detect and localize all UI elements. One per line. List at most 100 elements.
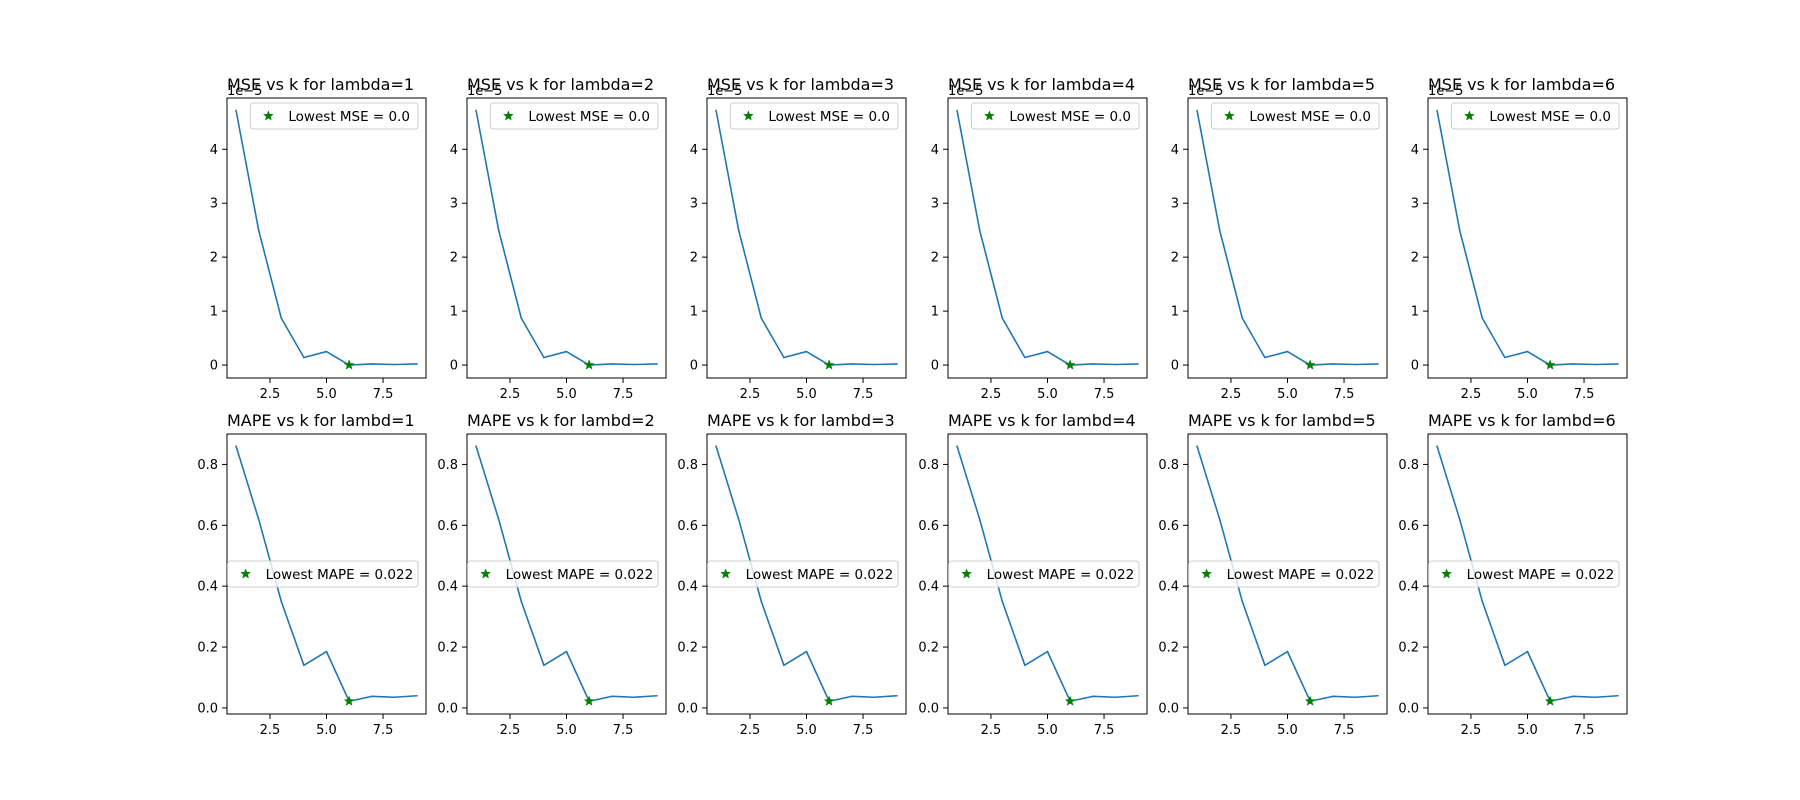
data-point	[656, 363, 658, 365]
x-tick-label: 7.5	[373, 387, 394, 402]
data-point	[656, 694, 658, 697]
data-point	[1458, 518, 1461, 521]
y-tick-label: 4	[1171, 143, 1179, 158]
y-tick-label: 1	[931, 305, 939, 320]
axis-offset-label: 1e−5	[227, 84, 262, 99]
data-point	[978, 518, 981, 521]
subplot-title: MAPE vs k for lambd=3	[707, 411, 895, 430]
lowest-value-marker	[1304, 359, 1316, 370]
y-tick-label: 0.2	[437, 641, 458, 656]
legend-label: Lowest MSE = 0.0	[528, 109, 650, 125]
x-tick-label: 2.5	[740, 387, 761, 402]
lowest-value-marker	[1544, 695, 1556, 706]
subplot-mape-5: MAPE vs k for lambd=5 2.5 5.0 7.5 0.0 0.2 0.4 0…	[1158, 411, 1388, 738]
data-point	[370, 695, 373, 698]
lowest-value-marker	[583, 695, 595, 706]
y-tick-label: 4	[931, 143, 939, 158]
data-point	[760, 317, 763, 319]
y-tick-label: 3	[1411, 197, 1419, 212]
legend-label: Lowest MSE = 0.0	[768, 109, 890, 125]
y-tick-label: 2	[210, 251, 218, 266]
x-tick-label: 7.5	[1094, 723, 1115, 738]
x-tick-label: 2.5	[1221, 723, 1242, 738]
data-point	[760, 600, 763, 603]
y-tick-label: 0.0	[1398, 701, 1419, 716]
lowest-value-marker	[343, 695, 355, 706]
data-point	[1377, 363, 1379, 365]
y-tick-label: 2	[690, 251, 698, 266]
y-tick-label: 3	[931, 197, 939, 212]
data-point	[896, 694, 898, 697]
y-tick-label: 0.4	[918, 580, 939, 595]
data-point	[416, 694, 418, 697]
legend-box	[970, 102, 1140, 130]
data-point	[873, 696, 876, 699]
data-point	[325, 650, 328, 653]
x-tick-label: 5.0	[316, 723, 337, 738]
y-tick-label: 0.6	[197, 519, 218, 534]
y-tick-label: 2	[450, 251, 458, 266]
y-tick-label: 0	[931, 359, 939, 374]
y-tick-label: 0	[1411, 359, 1419, 374]
y-tick-label: 3	[690, 197, 698, 212]
legend-box	[948, 560, 1140, 588]
x-tick-label: 5.0	[556, 387, 577, 402]
legend-star-icon	[961, 568, 973, 579]
legend: Lowest MAPE = 0.022	[948, 560, 1140, 588]
data-point	[805, 650, 808, 653]
subplot-title: MAPE vs k for lambd=1	[227, 411, 415, 430]
data-point	[1617, 694, 1619, 697]
data-point	[715, 445, 717, 447]
legend-star-icon	[240, 568, 252, 579]
data-point	[1617, 363, 1619, 365]
x-tick-label: 5.0	[316, 387, 337, 402]
subplot-title: MSE vs k for lambda=5	[1188, 75, 1375, 94]
legend-label: Lowest MSE = 0.0	[288, 109, 410, 125]
legend: Lowest MSE = 0.0	[729, 102, 899, 130]
subplot-mape-4: MAPE vs k for lambd=4 2.5 5.0 7.5 0.0 0.2 0.4 0…	[918, 411, 1148, 738]
data-point	[956, 109, 958, 112]
x-tick-label: 5.0	[1277, 387, 1298, 402]
data-point	[1001, 317, 1004, 319]
y-tick-label: 1	[210, 305, 218, 320]
y-tick-label: 0.4	[197, 580, 218, 595]
data-point	[543, 664, 545, 667]
y-tick-label: 0.4	[1398, 580, 1419, 595]
data-point	[1218, 229, 1221, 231]
legend: Lowest MSE = 0.0	[489, 102, 659, 130]
subplot-title: MSE vs k for lambda=6	[1428, 75, 1615, 94]
y-tick-label: 0.2	[1398, 641, 1419, 656]
data-point	[737, 518, 740, 521]
legend-star-icon	[262, 110, 274, 121]
subplot-grid: MSE vs k for lambda=11e−52.5 5.0 7.501234L…	[197, 75, 1628, 738]
legend: Lowest MAPE = 0.022	[707, 560, 899, 588]
data-point	[1594, 363, 1597, 366]
data-point	[1331, 695, 1334, 698]
lowest-value-marker	[823, 359, 835, 370]
legend-box	[1428, 560, 1620, 588]
y-tick-label: 1	[690, 305, 698, 320]
y-tick-label: 0.2	[197, 641, 218, 656]
y-tick-label: 0.6	[918, 519, 939, 534]
legend-label: Lowest MAPE = 0.022	[987, 567, 1135, 583]
y-tick-label: 0.0	[677, 701, 698, 716]
data-point	[1241, 317, 1244, 319]
legend: Lowest MSE = 0.0	[249, 102, 419, 130]
y-tick-label: 0.2	[677, 641, 698, 656]
lowest-value-marker	[1064, 695, 1076, 706]
data-point	[1218, 518, 1221, 521]
data-point	[1024, 664, 1026, 667]
data-point	[280, 317, 283, 319]
legend-star-icon	[983, 110, 995, 121]
data-point	[1286, 650, 1289, 653]
y-tick-label: 0.6	[1158, 519, 1179, 534]
legend-label: Lowest MAPE = 0.022	[266, 567, 414, 583]
legend-label: Lowest MAPE = 0.022	[1227, 567, 1375, 583]
legend: Lowest MSE = 0.0	[1210, 102, 1380, 130]
subplot-mse-2: MSE vs k for lambda=21e−5 2.5 5.0 7.5 0 1 2 3 4 L…	[450, 75, 667, 402]
subplot-mse-1: MSE vs k for lambda=11e−5 2.5 5.0 7.5 0 1 2 3 4 L…	[210, 75, 427, 402]
legend-box	[249, 102, 419, 130]
legend-box	[1210, 102, 1380, 130]
